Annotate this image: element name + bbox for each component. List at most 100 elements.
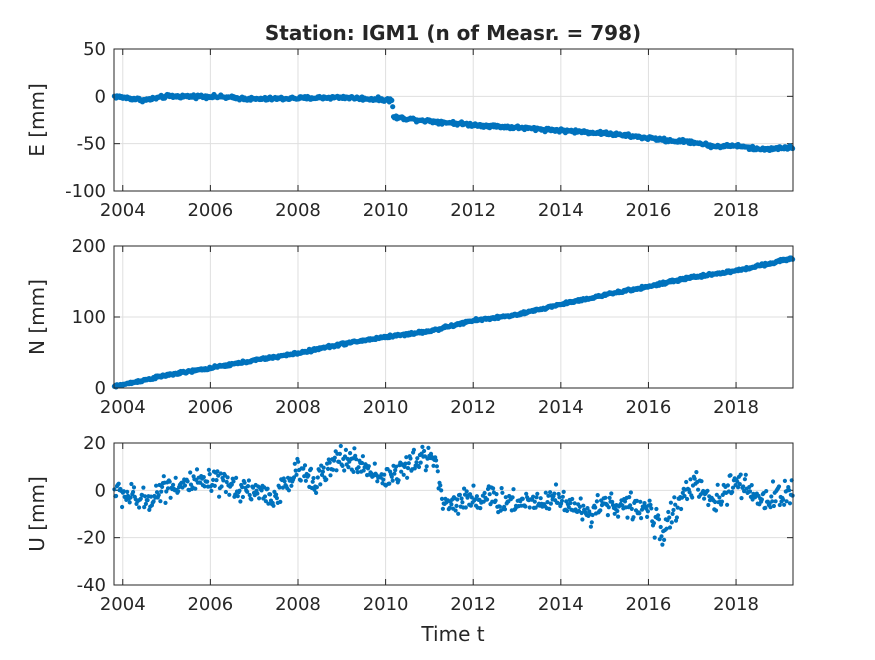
data-point [231, 479, 236, 484]
data-point [460, 500, 465, 505]
data-point [381, 477, 386, 482]
data-point [715, 482, 720, 487]
data-point [289, 483, 294, 488]
data-point [271, 503, 276, 508]
data-point [713, 499, 718, 505]
data-point [594, 499, 600, 504]
data-point [227, 492, 232, 497]
data-point [742, 477, 748, 482]
x-tick-label: 2018 [713, 200, 759, 221]
data-point [154, 483, 159, 488]
data-point [246, 478, 251, 483]
data-point [212, 483, 217, 488]
data-point [240, 485, 245, 490]
data-point [188, 470, 193, 475]
data-point [439, 488, 444, 493]
data-point [221, 478, 226, 483]
data-point [247, 492, 252, 498]
data-point [565, 508, 570, 513]
data-point [777, 502, 782, 508]
data-point [672, 495, 677, 500]
data-point [572, 501, 577, 506]
data-point [245, 489, 250, 494]
data-point [494, 492, 499, 497]
data-point [469, 495, 474, 500]
data-point [473, 497, 478, 502]
data-point [609, 491, 614, 496]
data-point [406, 461, 411, 466]
data-point [674, 515, 680, 520]
data-point [585, 506, 590, 511]
data-point [131, 489, 136, 495]
data-point [303, 478, 308, 483]
data-point [459, 496, 464, 501]
data-point [202, 484, 207, 489]
data-point [682, 493, 687, 499]
data-point [219, 484, 224, 489]
data-point [404, 455, 409, 460]
data-point [782, 478, 788, 483]
data-point [510, 495, 515, 500]
data-point [688, 477, 693, 482]
data-point [426, 445, 431, 450]
data-point [278, 499, 283, 504]
subplot-N: 2004 2006 2008 2010 2012 2014 2016 2018 0 100 200 N… [25, 236, 796, 418]
data-point [308, 466, 314, 471]
data-point [769, 494, 774, 499]
data-point [656, 513, 661, 518]
data-point [292, 461, 297, 466]
data-point [408, 456, 413, 461]
data-point [628, 503, 633, 508]
data-point [337, 451, 342, 456]
data-point [351, 469, 356, 474]
data-point [462, 492, 468, 497]
data-point [143, 501, 148, 506]
data-point [713, 508, 719, 513]
data-point [638, 499, 643, 504]
data-point [223, 489, 228, 495]
data-point [317, 468, 322, 473]
data-point [328, 473, 333, 478]
data-point [274, 496, 279, 501]
data-point [603, 495, 608, 500]
x-tick-label: 2016 [626, 397, 672, 418]
data-point [403, 461, 408, 466]
data-point [552, 491, 557, 496]
data-point [238, 499, 243, 504]
data-point [654, 506, 659, 512]
data-point [605, 513, 611, 518]
data-point [485, 497, 490, 502]
data-point [390, 478, 395, 483]
data-point [348, 451, 353, 456]
data-point [418, 460, 423, 465]
data-point [555, 500, 560, 505]
data-point [176, 489, 181, 494]
data-point [455, 497, 460, 502]
data-point [717, 495, 722, 500]
data-point [771, 503, 777, 509]
data-point [457, 492, 462, 497]
data-point [431, 463, 436, 468]
data-point [215, 469, 220, 474]
data-point [675, 505, 680, 510]
x-axis-label: Time t [420, 622, 484, 646]
data-point [493, 498, 498, 503]
data-point [588, 524, 594, 529]
data-point [468, 492, 473, 497]
data-point [143, 494, 148, 499]
data-point [639, 516, 644, 521]
data-point [622, 499, 628, 504]
data-point [382, 472, 387, 477]
data-point [405, 475, 410, 480]
data-point [593, 505, 598, 510]
data-point [249, 497, 254, 502]
data-point [491, 486, 496, 491]
data-point [389, 474, 394, 479]
data-point [389, 97, 395, 103]
data-point [671, 507, 676, 513]
y-tick-label: 0 [95, 86, 106, 107]
data-point [257, 496, 262, 501]
data-point [634, 498, 640, 503]
data-point [319, 472, 325, 477]
